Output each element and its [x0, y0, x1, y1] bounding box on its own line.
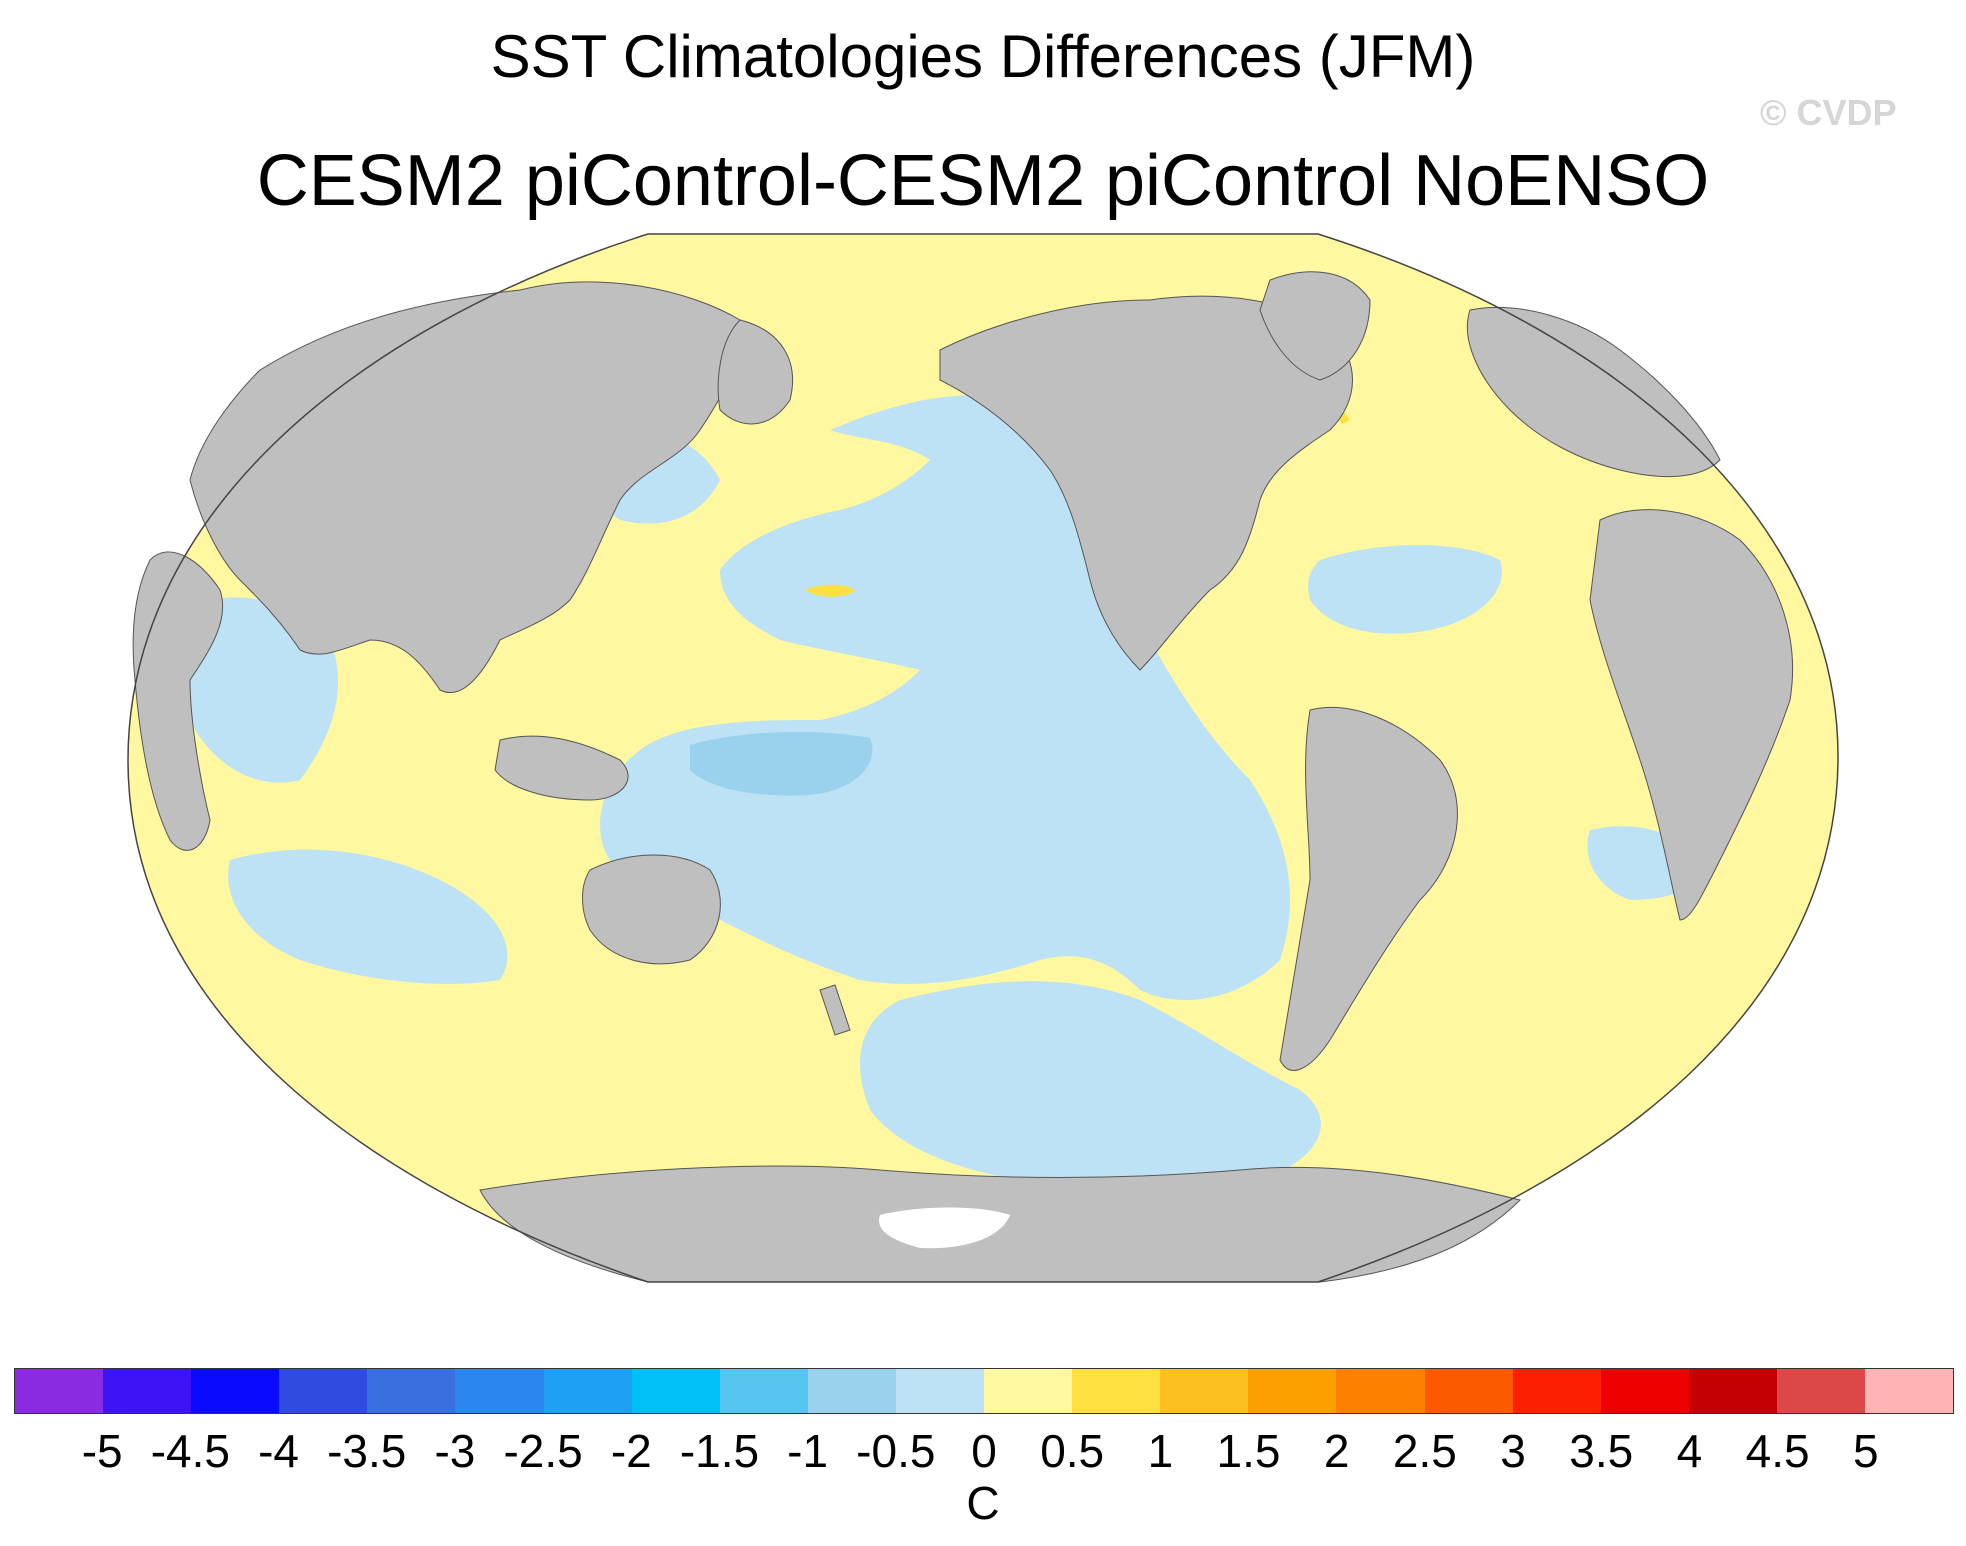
colorbar-tick-label: 0	[971, 1425, 997, 1477]
colorbar-swatch	[631, 1369, 720, 1413]
colorbar-tick-label: -1.5	[679, 1425, 760, 1477]
land-south-america	[1279, 706, 1458, 1071]
colorbar-swatch	[1248, 1369, 1337, 1413]
colorbar-tick-label: -5	[81, 1425, 123, 1477]
colorbar-tick-label: -3.5	[327, 1425, 407, 1477]
colorbar-tick-label: -2	[610, 1425, 652, 1477]
watermark: © CVDP	[1760, 92, 1897, 133]
region-south-indian-cool	[228, 849, 508, 984]
colorbar-tick-label: 4.5	[1745, 1425, 1810, 1477]
colorbar-swatch	[1424, 1369, 1513, 1413]
land-new-zealand	[819, 984, 851, 1036]
chart-title: SST Climatologies Differences (JFM)	[490, 23, 1476, 90]
region-south-pacific-cool	[860, 981, 1321, 1192]
colorbar-swatch	[543, 1369, 632, 1413]
colorbar-tick-label: 5	[1853, 1425, 1879, 1477]
colorbar-swatch	[1512, 1369, 1601, 1413]
colorbar-tick-label: 3.5	[1569, 1425, 1634, 1477]
colorbar-tick-label: -2.5	[503, 1425, 583, 1477]
colorbar-swatch	[1336, 1369, 1425, 1413]
colorbar-swatch	[719, 1369, 808, 1413]
colorbar-tick-label: 1	[1147, 1425, 1174, 1477]
colorbar-swatch	[1160, 1369, 1249, 1413]
colorbar	[14, 1368, 1954, 1414]
region-no-data	[879, 1207, 1010, 1249]
land-africa	[132, 551, 224, 851]
colorbar-swatch	[455, 1369, 544, 1413]
colorbar-swatch	[191, 1369, 280, 1413]
region-equatorial-cool	[690, 731, 873, 796]
colorbar-swatch	[15, 1369, 104, 1413]
colorbar-tick-label: 2.5	[1392, 1425, 1457, 1477]
colorbar-tick-label: 4	[1676, 1425, 1703, 1477]
colorbar-tick-label: 3	[1500, 1425, 1526, 1477]
land-eurasia	[189, 281, 743, 693]
land-north-america	[939, 295, 1353, 671]
colorbar-swatch	[279, 1369, 368, 1413]
colorbar-tick-label: 0.5	[1040, 1425, 1105, 1477]
colorbar-tick-label: -1	[787, 1425, 829, 1477]
colorbar-tick-label: -4	[258, 1425, 299, 1477]
land-greenland	[1259, 271, 1371, 381]
region-warm-patch-npac	[805, 584, 855, 597]
colorbar-unit-label: C	[966, 1477, 1000, 1529]
colorbar-swatch	[103, 1369, 192, 1413]
chart-subtitle: CESM2 piControl-CESM2 piControl NoENSO	[256, 141, 1710, 221]
colorbar-swatch	[895, 1369, 985, 1413]
land-maritime-continent	[494, 735, 629, 801]
colorbar-swatch	[1600, 1369, 1689, 1413]
colorbar-swatch	[1776, 1369, 1865, 1413]
colorbar-tick-label: 1.5	[1216, 1425, 1281, 1477]
colorbar-tick-label: 2	[1323, 1425, 1350, 1477]
colorbar-tick-label: -0.5	[856, 1425, 936, 1477]
colorbar-swatch	[1864, 1369, 1954, 1413]
globe-outline	[127, 233, 1839, 1283]
region-pacific-cool	[600, 395, 1290, 1000]
colorbar-tick-label: -4.5	[150, 1425, 230, 1477]
land-east-asia	[717, 319, 794, 425]
colorbar-swatch	[1072, 1369, 1161, 1413]
colorbar-swatch	[807, 1369, 896, 1413]
colorbar-swatch	[367, 1369, 456, 1413]
land-europe	[1466, 306, 1721, 477]
land-africa-east	[1589, 509, 1793, 921]
colorbar-swatch	[1688, 1369, 1777, 1413]
region-north-atlantic-cool	[1308, 545, 1502, 634]
land-australia	[582, 854, 721, 965]
colorbar-tick-label: -3	[434, 1425, 476, 1477]
colorbar-swatch	[984, 1369, 1073, 1413]
